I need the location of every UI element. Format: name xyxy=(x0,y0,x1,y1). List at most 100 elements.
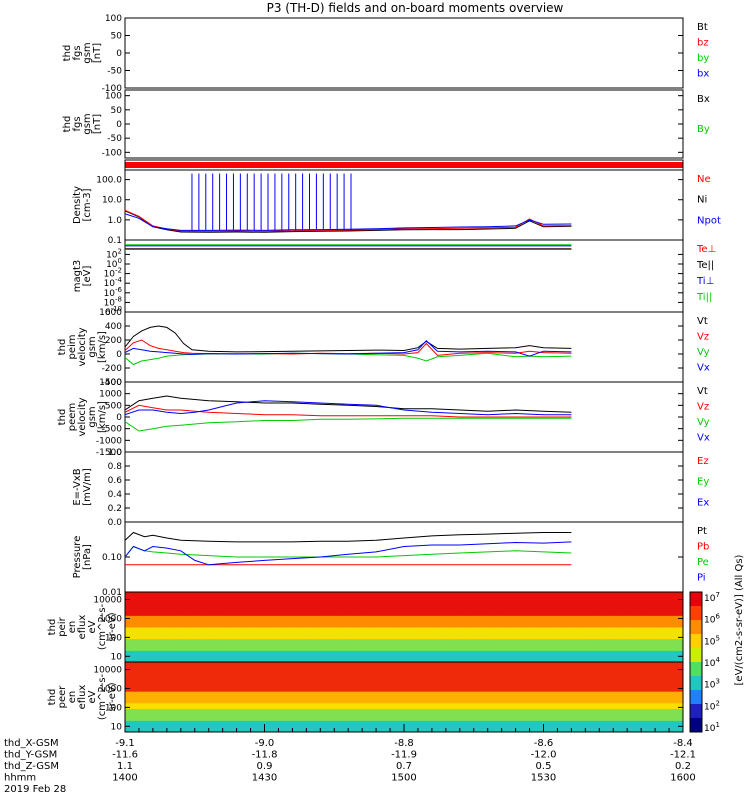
spectrogram-cell xyxy=(152,714,168,721)
spectrogram-cell xyxy=(473,708,489,715)
spectrogram-cell xyxy=(599,662,614,669)
spectrogram-cell xyxy=(194,679,210,686)
spectrogram-cell xyxy=(585,662,600,669)
spectrogram-cell xyxy=(376,726,391,733)
spectrogram-cell xyxy=(613,726,628,733)
spectrogram-cell xyxy=(348,662,363,669)
spectrogram-cell xyxy=(278,708,293,715)
spectrogram-cell xyxy=(222,697,238,704)
spectrogram-cell xyxy=(557,662,572,669)
spectrogram-cell xyxy=(334,720,349,727)
spectrogram-cell xyxy=(557,603,572,610)
spectrogram-cell xyxy=(222,685,238,692)
spectrogram-cell xyxy=(641,603,656,610)
spectrogram-cell xyxy=(543,621,558,628)
spectrogram-cell xyxy=(585,702,600,710)
spectrogram-cell xyxy=(599,592,614,599)
x-row-value: -12.1 xyxy=(670,750,696,761)
spectrogram-cell xyxy=(306,609,321,616)
spectrogram-cell xyxy=(543,662,558,669)
legend-peem_velocity-Vx: Vx xyxy=(697,433,710,444)
spectrogram-cell xyxy=(306,656,321,663)
spectrogram-cell xyxy=(180,632,196,640)
spectrogram-cell xyxy=(306,627,321,634)
legend-peim_velocity-Vz: Vz xyxy=(697,332,709,343)
spectrogram-cell xyxy=(264,679,279,686)
spectrogram-cell xyxy=(431,609,447,616)
spectrogram-cell xyxy=(194,615,210,622)
spectrogram-cell xyxy=(431,691,447,698)
spectrogram-cell xyxy=(348,673,363,680)
spectrogram-cell xyxy=(529,726,544,733)
spectrogram-cell xyxy=(166,621,182,628)
spectrogram-cell xyxy=(152,597,168,605)
spectrogram-cell xyxy=(390,714,405,721)
spectrogram-cell xyxy=(390,603,405,610)
spectrogram-cell xyxy=(501,662,517,669)
spectrogram-cell xyxy=(306,644,321,651)
spectrogram-cell xyxy=(250,726,265,733)
spectrogram-cell xyxy=(641,714,656,721)
spectrogram-cell xyxy=(264,603,279,610)
spectrogram-cell xyxy=(320,714,335,721)
spectrogram-cell xyxy=(641,597,656,605)
spectrogram-cell xyxy=(431,644,447,651)
spectrogram-cell xyxy=(417,621,433,628)
spectrogram-cell xyxy=(208,638,224,645)
spectrogram-cell xyxy=(515,702,531,710)
spectrogram-cell xyxy=(376,632,391,640)
spectrogram-cell xyxy=(431,720,447,727)
x-row-value: 1500 xyxy=(391,773,416,784)
spectrogram-cell xyxy=(278,714,293,721)
spectrogram-cell xyxy=(487,667,503,675)
spectrogram-cell xyxy=(166,632,182,640)
panel-frame-peim_velocity xyxy=(124,311,684,383)
spectrogram-cell xyxy=(320,627,335,634)
spectrogram-cell xyxy=(390,627,405,634)
spectrogram-cell xyxy=(557,720,572,727)
spectrogram-cell xyxy=(599,673,614,680)
spectrogram-cell xyxy=(236,726,252,733)
spectrogram-cell xyxy=(515,638,531,645)
spectrogram-cell xyxy=(571,592,586,599)
spectrogram-cell xyxy=(208,685,224,692)
spectrogram-cell xyxy=(334,726,349,733)
spectrogram-cell xyxy=(250,679,265,686)
spectrogram-cell xyxy=(194,697,210,704)
spectrogram-cell xyxy=(669,627,684,634)
spectrogram-cell xyxy=(571,726,586,733)
spectrogram-cell xyxy=(487,656,503,663)
spectrogram-cell xyxy=(627,656,642,663)
spectrogram-cell xyxy=(125,627,140,634)
spectrogram-cell xyxy=(208,656,224,663)
spectrogram-cell xyxy=(138,627,154,634)
spectrogram-cell xyxy=(529,597,544,605)
spectrogram-cell xyxy=(138,597,154,605)
spectrogram-cell xyxy=(669,691,684,698)
spectrogram-cell xyxy=(613,638,628,645)
spectrogram-cell xyxy=(404,673,419,680)
spectrogram-cell xyxy=(334,656,349,663)
spectrogram-cell xyxy=(348,603,363,610)
spectrogram-cell xyxy=(417,667,433,675)
spectrogram-cell xyxy=(641,638,656,645)
y-tick-label: -1500 xyxy=(96,448,122,458)
spectrogram-cell xyxy=(320,638,335,645)
spectrogram-cell xyxy=(445,662,461,669)
x-row-value: -12.0 xyxy=(531,750,557,761)
spectrogram-cell xyxy=(306,726,321,733)
spectrogram-cell xyxy=(125,702,140,710)
spectrogram-cell xyxy=(529,644,544,651)
y-tick-label: 10000 xyxy=(93,666,122,676)
spectrogram-cell xyxy=(445,621,461,628)
spectrogram-cell xyxy=(236,609,252,616)
panels: 100500-50-100thdfgsgsm[nT]Btbzbybx100500… xyxy=(47,14,721,733)
spectrogram-cell xyxy=(669,685,684,692)
spectrogram-cell xyxy=(180,592,196,599)
spectrogram-cell xyxy=(529,615,544,622)
spectrogram-cell xyxy=(557,656,572,663)
spectrogram-cell xyxy=(445,609,461,616)
spectrogram-cell xyxy=(376,621,391,628)
spectrogram-cell xyxy=(390,621,405,628)
spectrogram-cell xyxy=(334,621,349,628)
